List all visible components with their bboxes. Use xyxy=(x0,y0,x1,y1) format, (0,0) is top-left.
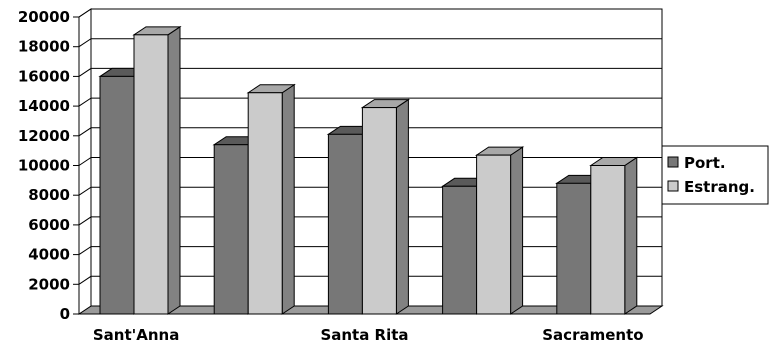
bar-estrang-4 xyxy=(589,156,639,315)
y-tick-label: 16000 xyxy=(18,67,70,85)
y-tick-label: 14000 xyxy=(18,97,70,115)
legend-swatch xyxy=(667,180,679,192)
bar-front xyxy=(213,144,249,315)
bar-front xyxy=(590,165,626,315)
bar-estrang-3 xyxy=(474,146,525,315)
bar-front xyxy=(99,75,135,315)
y-tick-label: 6000 xyxy=(28,216,70,234)
bar-front xyxy=(476,154,512,315)
bar-estrang-1 xyxy=(246,83,296,315)
bar-side xyxy=(395,98,409,315)
bar-front xyxy=(133,34,169,315)
y-tick-label: 18000 xyxy=(18,38,70,56)
y-tick-label: 2000 xyxy=(28,275,70,293)
y-tick-label: 10000 xyxy=(18,157,70,175)
legend-label: Port. xyxy=(684,154,726,172)
bar-front xyxy=(247,92,283,315)
bar-front xyxy=(361,107,397,315)
y-tick-label: 12000 xyxy=(18,127,70,145)
y-tick-label: 20000 xyxy=(18,8,70,26)
y-tick-label: 0 xyxy=(60,305,70,323)
bar-front xyxy=(327,133,363,315)
legend-swatch xyxy=(667,156,679,168)
x-category-label: Sacramento xyxy=(542,326,643,344)
bar-front xyxy=(442,185,478,315)
chart-bars xyxy=(98,25,639,315)
y-axis: 0 2000 4000 6000 8000 10000 12000 14000 16000 180… xyxy=(18,8,80,323)
bar-side xyxy=(510,146,524,315)
legend: Port. Estrang. xyxy=(661,145,769,205)
bar-front xyxy=(556,182,592,315)
x-category-label: Santa Rita xyxy=(320,326,408,344)
x-category-label: Sant'Anna xyxy=(93,326,179,344)
x-axis-labels: Sant'Anna Santa Rita Sacramento xyxy=(93,326,644,344)
y-tick-label: 8000 xyxy=(28,186,70,204)
legend-label: Estrang. xyxy=(684,178,755,196)
bar-side xyxy=(167,25,181,315)
legend-box xyxy=(661,145,769,205)
bar-estrang-0 xyxy=(132,25,182,315)
gridline xyxy=(78,67,662,77)
bar-side xyxy=(281,83,295,315)
gridline xyxy=(78,8,662,18)
bar-side xyxy=(624,156,638,315)
gridline xyxy=(78,38,662,48)
gridline xyxy=(78,157,662,166)
gridline xyxy=(78,97,662,107)
gridline xyxy=(78,127,662,137)
bar-estrang-2 xyxy=(360,98,411,315)
y-tick-label: 4000 xyxy=(28,246,70,264)
